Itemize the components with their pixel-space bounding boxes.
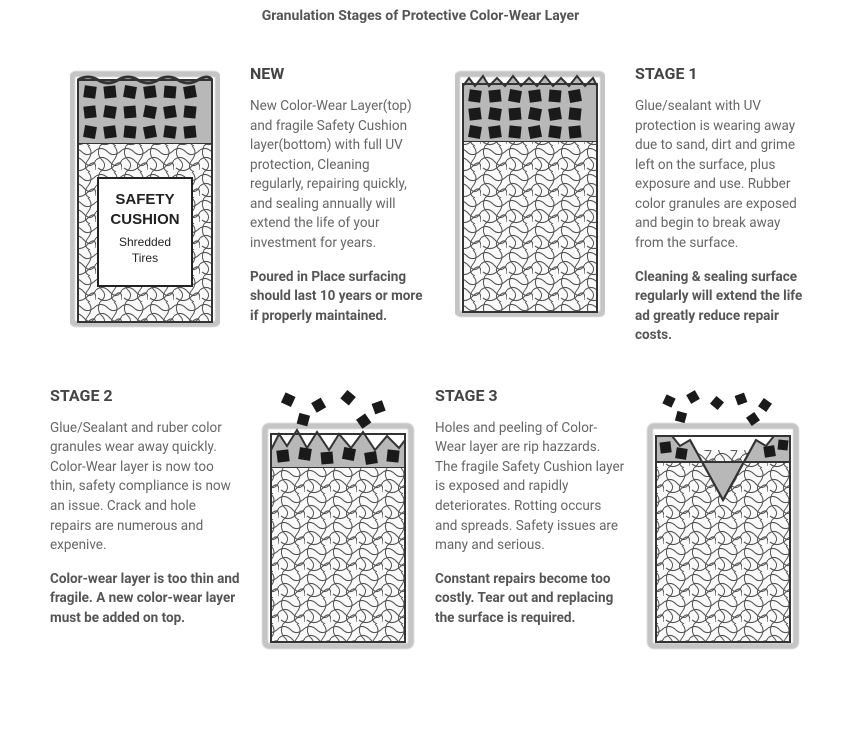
diagram-stage1 (435, 64, 625, 346)
stage-new-body: New Color-Wear Layer(top) and fragile Sa… (250, 97, 425, 254)
stage1-strong: Cleaning & sealing surface regularly wil… (635, 268, 810, 346)
stage-new-text: NEW New Color-Wear Layer(top) and fragil… (250, 64, 425, 346)
stage3-heading: STAGE 3 (435, 386, 625, 405)
stage2-body: Glue/Sealant and ruber color granules we… (50, 419, 240, 556)
diagram-new: SAFETY CUSHION Shredded Tires (50, 64, 240, 346)
label-shredded: Shredded (119, 235, 171, 249)
diagram-stage2 (250, 386, 425, 650)
stage-new-heading: NEW (250, 64, 425, 83)
stage2-heading: STAGE 2 (50, 386, 240, 405)
stage-new-strong: Poured in Place surfacing should last 10… (250, 268, 425, 327)
stage2-text: STAGE 2 Glue/Sealant and ruber color gra… (50, 386, 240, 650)
stage3-text: STAGE 3 Holes and peeling of Color-Wear … (435, 386, 625, 650)
label-cushion: CUSHION (110, 211, 179, 228)
label-tires: Tires (132, 251, 158, 265)
stages-grid: SAFETY CUSHION Shredded Tires NEW New Co… (50, 64, 791, 650)
label-safety: SAFETY (115, 191, 174, 208)
stage1-body: Glue/sealant with UV protection is weari… (635, 97, 810, 254)
stage1-text: STAGE 1 Glue/sealant with UV protection … (635, 64, 810, 346)
stage3-body: Holes and peeling of Color-Wear layer ar… (435, 419, 625, 556)
page-title: Granulation Stages of Protective Color-W… (50, 8, 791, 24)
diagram-stage3 (635, 386, 810, 650)
stage3-strong: Constant repairs become too costly. Tear… (435, 570, 625, 629)
stage1-heading: STAGE 1 (635, 64, 810, 83)
stage2-strong: Color-wear layer is too thin and fragile… (50, 570, 240, 629)
